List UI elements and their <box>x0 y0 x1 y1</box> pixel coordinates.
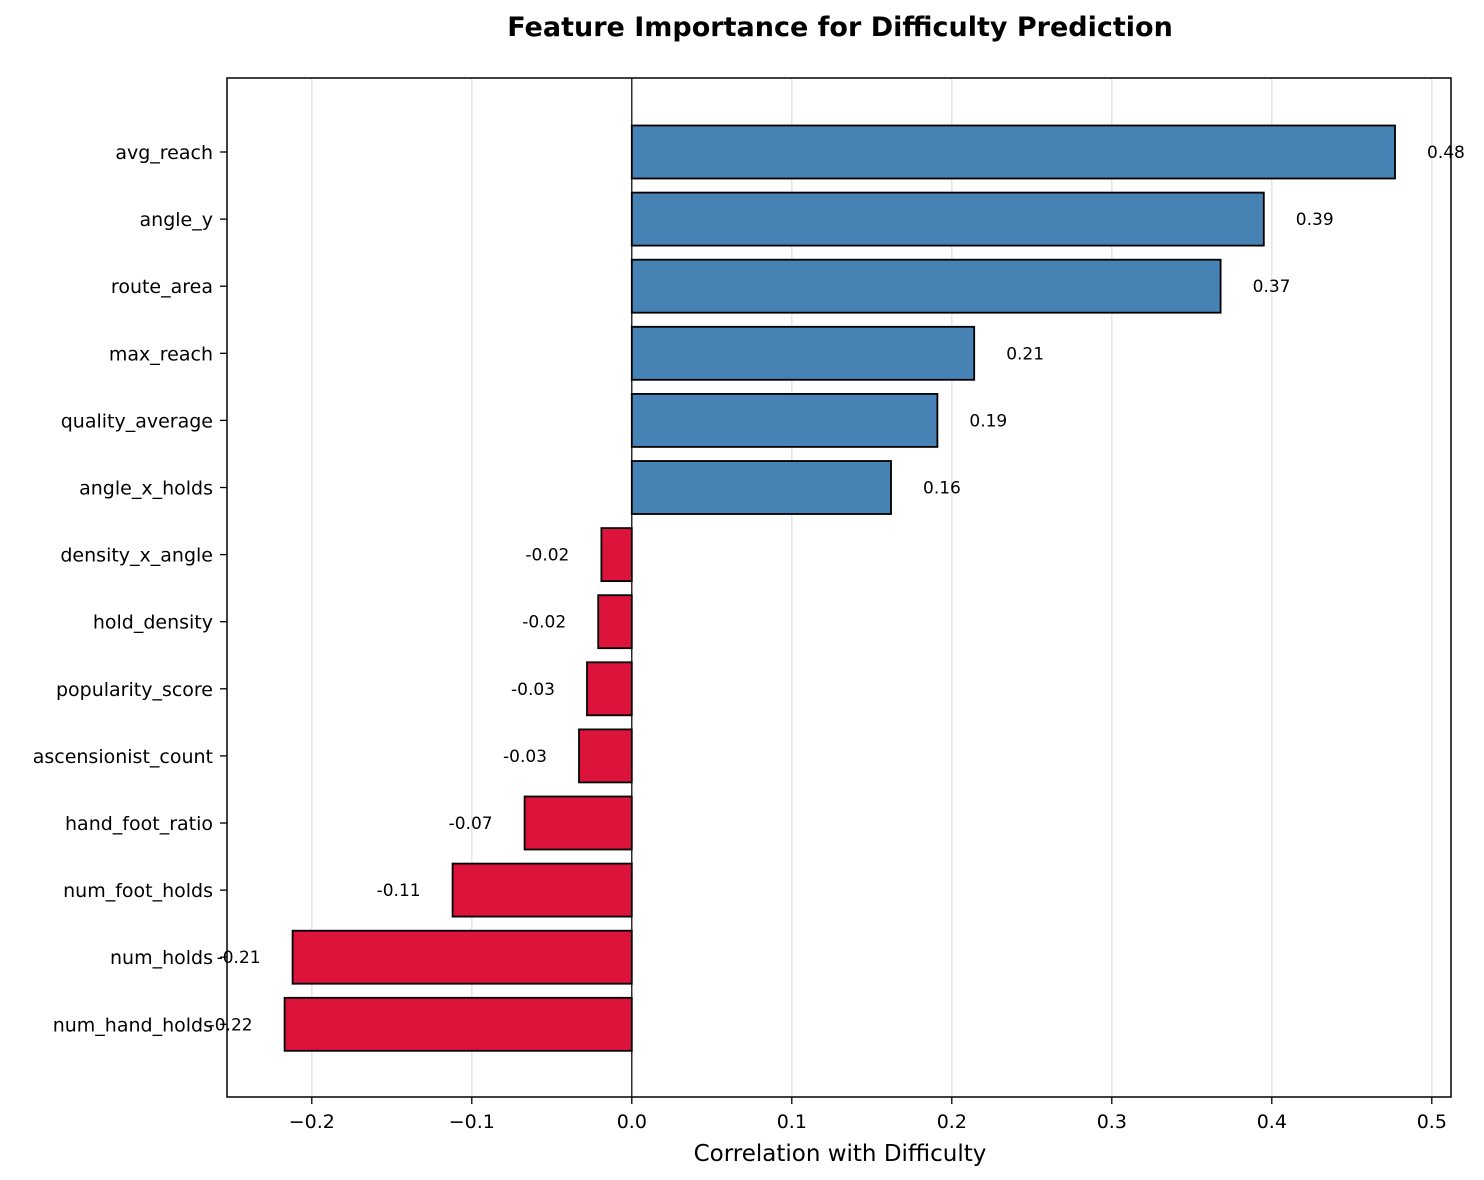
bars <box>283 124 1396 1052</box>
x-axis-label: Correlation with Difficulty <box>694 1141 987 1167</box>
value-label: 0.37 <box>1253 277 1291 297</box>
y-tick-label: num_foot_holds <box>63 880 213 902</box>
x-tick-label: −0.1 <box>449 1111 495 1133</box>
bar-angle-x-holds <box>630 460 892 515</box>
value-label: 0.19 <box>969 411 1007 431</box>
bar-ascensionist-count <box>578 728 633 784</box>
y-tick-label: max_reach <box>109 343 213 365</box>
bar-num-hand-holds <box>283 996 633 1052</box>
bar-angle-y <box>630 191 1265 247</box>
y-tick-label: ascensionist_count <box>33 746 213 768</box>
value-label: -0.11 <box>377 881 421 901</box>
y-tick-label: hold_density <box>93 612 213 634</box>
value-label: -0.03 <box>503 747 547 767</box>
value-label: 0.48 <box>1427 143 1465 163</box>
x-tick-label: 0.1 <box>777 1111 807 1133</box>
bar-max-reach <box>630 325 976 381</box>
gridlines <box>311 78 1433 1097</box>
chart-title: Feature Importance for Difficulty Predic… <box>507 12 1173 43</box>
value-label: 0.16 <box>923 479 961 499</box>
bar-density-x-angle <box>600 527 633 582</box>
bar-popularity-score <box>586 661 633 717</box>
value-label: -0.22 <box>209 1015 253 1035</box>
value-label: -0.03 <box>511 680 555 700</box>
y-tick-label: quality_average <box>61 410 213 432</box>
y-tick-label: num_holds <box>110 947 213 969</box>
x-tick-label: 0.3 <box>1097 1111 1127 1133</box>
value-label: -0.07 <box>449 814 493 834</box>
value-label: -0.02 <box>522 613 566 633</box>
x-tick-labels: −0.2 −0.1 0.0 0.1 0.2 0.3 0.4 0.5 <box>289 1097 1447 1133</box>
y-tick-labels: avg_reach angle_y route_area max_reachquali… <box>33 142 227 1036</box>
bar-num-foot-holds <box>451 862 633 918</box>
x-tick-label: 0.2 <box>937 1111 967 1133</box>
value-label: -0.02 <box>525 546 569 566</box>
bar-hold-density <box>597 594 633 650</box>
y-tick-label: popularity_score <box>56 679 213 701</box>
y-tick-label: angle_y <box>140 209 213 231</box>
value-label: 0.39 <box>1296 210 1334 230</box>
value-label: -0.21 <box>217 948 261 968</box>
x-tick-label: 0.4 <box>1257 1111 1287 1133</box>
x-tick-label: −0.2 <box>289 1111 335 1133</box>
y-tick-label: avg_reach <box>115 142 213 164</box>
bar-quality-average <box>630 392 939 448</box>
x-tick-label: 0.5 <box>1417 1111 1447 1133</box>
x-tick-label: 0.0 <box>617 1111 647 1133</box>
y-tick-label: angle_x_holds <box>79 478 213 500</box>
y-tick-label: route_area <box>111 276 213 298</box>
y-tick-label: hand_foot_ratio <box>65 813 213 835</box>
bar-avg-reach <box>630 124 1396 180</box>
y-tick-label: num_hand_holds <box>53 1014 213 1036</box>
y-tick-label: density_x_angle <box>60 545 213 567</box>
bar-num-holds <box>291 929 633 985</box>
value-labels: 0.48 0.39 0.37 0.21 0.19 0.16 -0.02 -0.02 -0.03 -… <box>209 143 1465 1035</box>
bar-hand-foot-ratio <box>523 795 633 851</box>
value-label: 0.21 <box>1006 344 1044 364</box>
bar-route-area <box>630 258 1222 314</box>
plot-frame <box>226 77 1452 1098</box>
